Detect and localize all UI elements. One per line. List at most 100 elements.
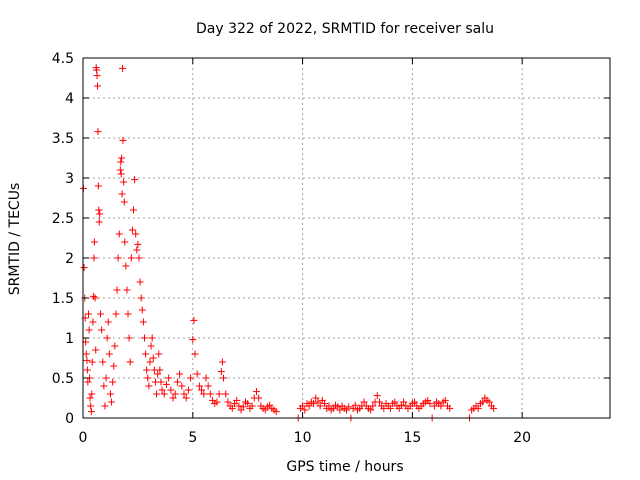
y-tick-label: 2.5 xyxy=(52,211,74,227)
data-point xyxy=(373,392,381,400)
x-tick-label: 10 xyxy=(294,430,312,446)
y-tick-label: 2 xyxy=(65,251,74,267)
data-point xyxy=(143,366,151,374)
data-point xyxy=(121,238,129,246)
data-point xyxy=(84,310,92,318)
data-point xyxy=(193,370,201,378)
data-point xyxy=(178,382,186,390)
data-point xyxy=(316,402,324,410)
data-point xyxy=(118,190,126,198)
data-point xyxy=(391,398,399,406)
data-point xyxy=(336,406,344,414)
x-tick-label: 5 xyxy=(188,430,197,446)
data-point xyxy=(117,170,125,178)
points-layer xyxy=(79,64,498,422)
data-point xyxy=(113,286,121,294)
data-point xyxy=(215,390,223,398)
data-point xyxy=(101,402,109,410)
data-point xyxy=(145,382,153,390)
data-point xyxy=(169,394,177,402)
data-point xyxy=(369,402,377,410)
data-point xyxy=(111,342,119,350)
data-point xyxy=(142,350,150,358)
data-point xyxy=(160,390,168,398)
data-point xyxy=(426,400,434,408)
data-point xyxy=(220,374,228,382)
data-point xyxy=(490,404,498,412)
data-point xyxy=(228,404,236,412)
data-point xyxy=(98,326,106,334)
data-point xyxy=(314,398,322,406)
data-point xyxy=(93,72,101,80)
chart-title: Day 322 of 2022, SRMTID for receiver sal… xyxy=(196,21,494,37)
data-point xyxy=(139,318,147,326)
data-point xyxy=(127,254,135,262)
data-point xyxy=(138,306,146,314)
data-point xyxy=(85,326,93,334)
y-tick-label: 4 xyxy=(65,91,74,107)
data-point xyxy=(155,350,163,358)
data-point xyxy=(213,398,221,406)
data-point xyxy=(94,182,102,190)
data-point xyxy=(137,294,145,302)
data-point xyxy=(224,398,232,406)
data-point xyxy=(93,82,101,90)
data-point xyxy=(104,318,112,326)
data-point xyxy=(206,390,214,398)
data-point xyxy=(90,254,98,262)
data-point xyxy=(105,350,113,358)
data-point xyxy=(147,342,155,350)
data-point xyxy=(96,210,104,218)
plot-frame xyxy=(82,57,611,419)
data-point xyxy=(312,394,320,402)
y-tick-label: 1.5 xyxy=(52,291,74,307)
data-point xyxy=(180,390,188,398)
x-tick-label: 15 xyxy=(403,430,421,446)
data-point xyxy=(119,136,127,144)
data-point xyxy=(149,354,157,362)
y-tick-label: 0 xyxy=(65,411,74,427)
data-point xyxy=(171,390,179,398)
data-point xyxy=(92,346,100,354)
data-point xyxy=(157,378,165,386)
data-point xyxy=(87,402,95,410)
data-point xyxy=(122,262,130,270)
data-point xyxy=(89,318,97,326)
data-point xyxy=(136,278,144,286)
data-point xyxy=(162,380,170,388)
data-point xyxy=(272,408,280,416)
data-point xyxy=(87,408,95,416)
data-point xyxy=(115,230,123,238)
data-point xyxy=(88,358,96,366)
data-point xyxy=(305,402,313,410)
data-point xyxy=(103,334,111,342)
data-point xyxy=(202,374,210,382)
data-point xyxy=(301,406,309,414)
data-point xyxy=(108,398,116,406)
data-point xyxy=(140,334,148,342)
data-point xyxy=(345,403,353,411)
data-point xyxy=(195,382,203,390)
data-point xyxy=(130,206,138,214)
data-point xyxy=(325,402,333,410)
y-tick-label: 1 xyxy=(65,331,74,347)
data-point xyxy=(132,230,140,238)
data-point xyxy=(133,246,141,254)
data-point xyxy=(400,398,408,406)
data-point xyxy=(95,206,103,214)
data-point xyxy=(135,254,143,262)
data-point xyxy=(146,358,154,366)
data-point xyxy=(80,264,88,272)
data-point xyxy=(99,358,107,366)
y-axis-label: SRMTID / TECUs xyxy=(7,183,23,296)
data-point xyxy=(184,386,192,394)
data-point xyxy=(86,394,94,402)
data-point xyxy=(191,350,199,358)
data-point xyxy=(153,390,161,398)
data-point xyxy=(110,362,118,370)
data-point xyxy=(367,406,375,414)
data-point xyxy=(222,390,230,398)
data-point xyxy=(198,386,206,394)
data-point xyxy=(200,390,208,398)
